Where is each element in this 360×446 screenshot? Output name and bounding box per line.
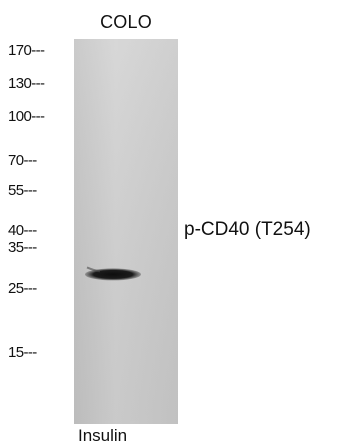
lane-shading	[74, 39, 178, 424]
blot-image	[74, 39, 178, 424]
marker-170: 170---	[8, 42, 45, 59]
treatment-label: Insulin	[78, 426, 128, 445]
marker-130: 130---	[8, 75, 45, 93]
lane-label: COLO	[100, 12, 152, 32]
marker-35: 35---	[8, 238, 37, 256]
marker-15: 15---	[8, 344, 37, 361]
marker-55: 55---	[8, 182, 37, 200]
marker-100: 100---	[8, 108, 45, 125]
band-smear	[86, 266, 101, 273]
marker-25: 25---	[8, 280, 37, 298]
blot-lane	[74, 39, 178, 424]
marker-40: 40---	[8, 221, 37, 239]
marker-70: 70---	[8, 152, 37, 170]
band-label: p-CD40 (T254)	[184, 219, 311, 240]
